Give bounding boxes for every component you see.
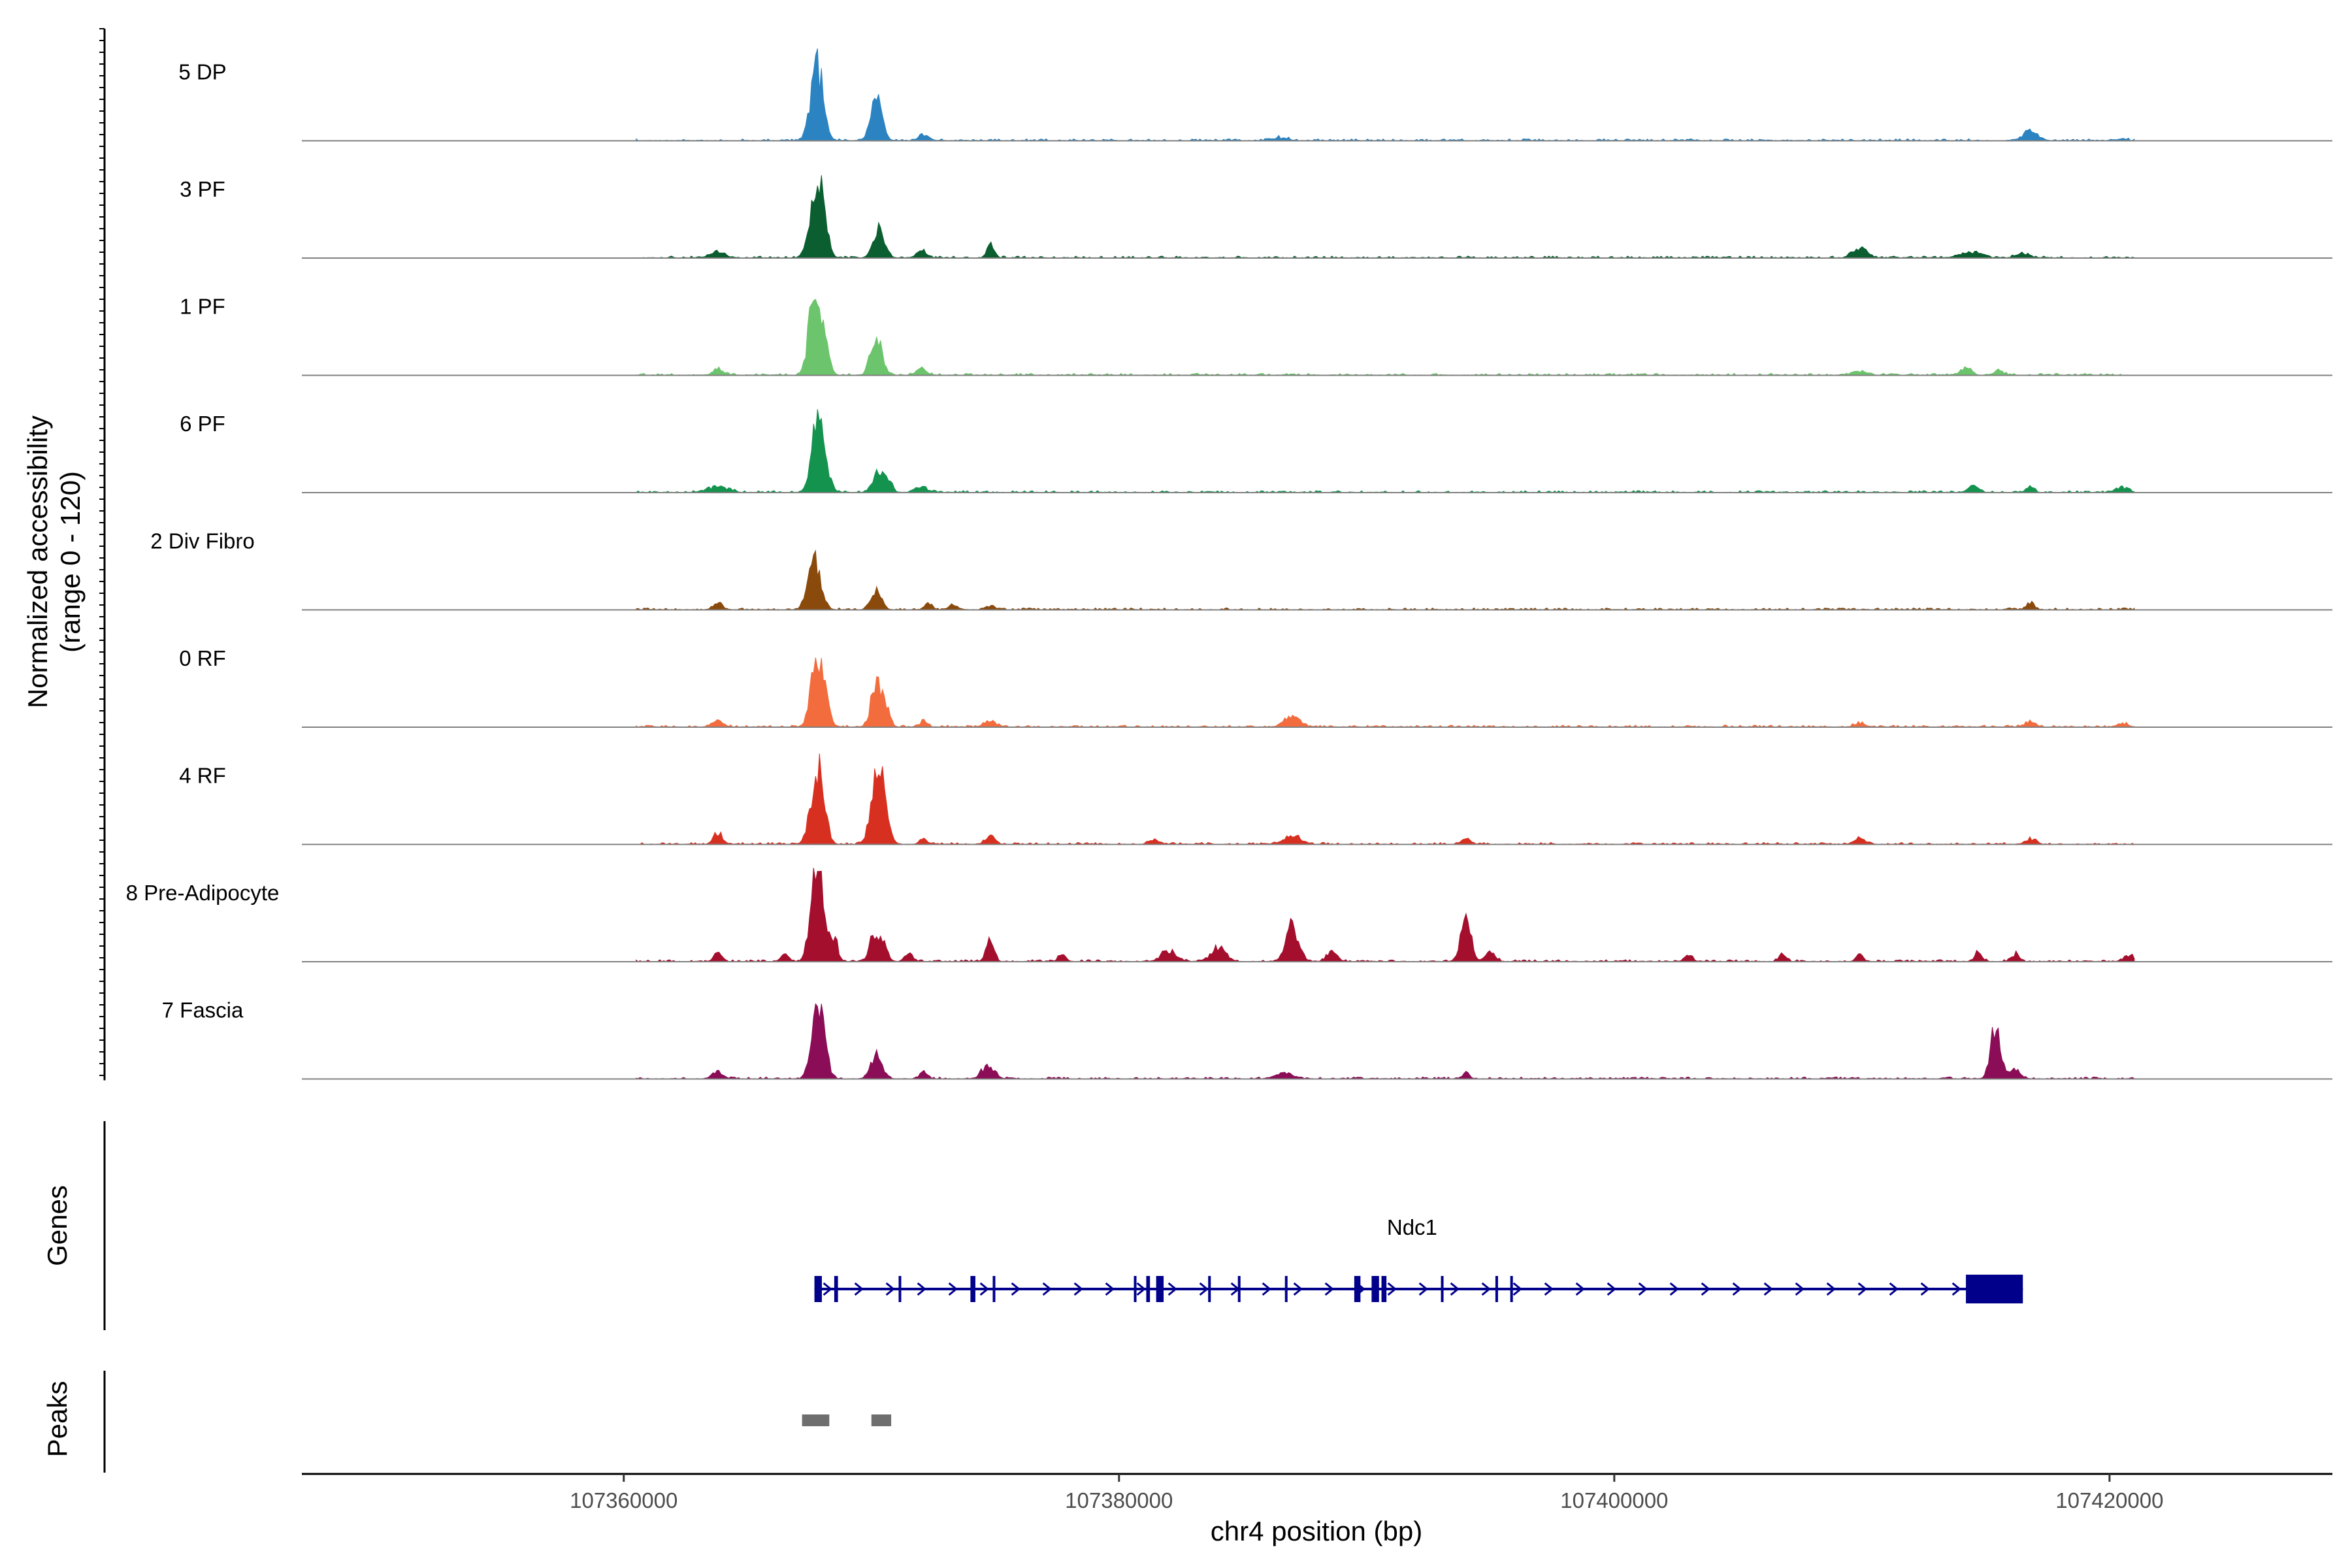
strand-arrow — [1168, 1282, 1177, 1296]
gene-exon — [898, 1276, 902, 1302]
gene-exon — [1284, 1276, 1288, 1302]
gene-exon — [834, 1276, 838, 1302]
strand-arrow — [1011, 1282, 1021, 1296]
track-3-pf: 3 PF — [180, 175, 2332, 259]
strand-arrow — [1795, 1282, 1805, 1296]
strand-arrow — [917, 1282, 926, 1296]
coverage-area — [636, 657, 2135, 728]
strand-arrow — [1732, 1282, 1742, 1296]
strand-arrow — [1418, 1282, 1428, 1296]
gene-exon — [970, 1276, 975, 1302]
x-tick-label: 107400000 — [1560, 1488, 1668, 1512]
gene-exon — [1354, 1276, 1361, 1302]
strand-arrow — [823, 1282, 832, 1296]
gene-exon — [1134, 1276, 1137, 1302]
strand-arrow — [1450, 1282, 1460, 1296]
track-label: 5 DP — [178, 60, 226, 84]
strand-arrow — [1638, 1282, 1648, 1296]
strand-arrow — [1136, 1282, 1146, 1296]
gene-exon — [1441, 1276, 1444, 1302]
strand-arrow — [1607, 1282, 1616, 1296]
track-0-rf: 0 RF — [179, 646, 2332, 728]
strand-arrow — [1387, 1282, 1397, 1296]
track-6-pf: 6 PF — [180, 409, 2332, 493]
track-4-rf: 4 RF — [179, 753, 2332, 845]
coverage-area — [636, 409, 2135, 493]
track-label: 1 PF — [180, 295, 225, 319]
peak-region — [802, 1414, 830, 1426]
strand-arrow — [1763, 1282, 1773, 1296]
gene-exon — [1495, 1276, 1498, 1302]
peaks-panel — [103, 1371, 892, 1473]
strand-arrow — [1575, 1282, 1585, 1296]
coverage-area — [636, 299, 2135, 376]
strand-arrow — [1042, 1282, 1052, 1296]
strand-arrow — [979, 1282, 989, 1296]
track-7-fascia: 7 Fascia — [162, 998, 2332, 1080]
strand-arrow — [1920, 1282, 1930, 1296]
coverage-area — [636, 1003, 2135, 1080]
strand-arrow — [1324, 1282, 1334, 1296]
strand-arrow — [1889, 1282, 1899, 1296]
track-2-div-fibro: 2 Div Fibro — [150, 529, 2332, 611]
strand-arrow — [1105, 1282, 1115, 1296]
x-axis-label: chr4 position (bp) — [1211, 1516, 1423, 1546]
peaks-panel-label: Peaks — [42, 1381, 73, 1458]
coverage-tracks: 5 DP 3 PF 1 PF 6 PF 2 Div Fibro 0 RF 4 RF 8 Pre… — [126, 48, 2332, 1080]
gene-exon — [814, 1276, 822, 1302]
strand-arrow — [1952, 1282, 1961, 1296]
coverage-area — [636, 175, 2135, 259]
strand-arrow — [1826, 1282, 1836, 1296]
y-axis — [99, 28, 106, 1081]
strand-arrow — [1073, 1282, 1083, 1296]
strand-arrow — [885, 1282, 895, 1296]
genes-panel-label: Genes — [42, 1185, 73, 1266]
track-label: 3 PF — [180, 177, 225, 201]
gene-exon — [1156, 1276, 1164, 1302]
x-axis: 107360000 107380000 107400000 107420000 — [302, 1473, 2332, 1512]
gene-exon — [1371, 1276, 1379, 1302]
strand-arrow — [948, 1282, 958, 1296]
track-1-pf: 1 PF — [180, 295, 2332, 376]
coverage-area — [636, 753, 2135, 845]
y-axis-label-line1: Normalized accessibility — [22, 416, 53, 708]
strand-arrow — [1701, 1282, 1710, 1296]
strand-arrow — [854, 1282, 864, 1296]
track-8-pre-adipocyte: 8 Pre-Adipocyte — [126, 868, 2332, 962]
coverage-area — [636, 549, 2135, 611]
strand-arrow — [1481, 1282, 1491, 1296]
track-label: 6 PF — [180, 412, 225, 436]
x-tick-label: 107380000 — [1065, 1488, 1173, 1512]
strand-arrow — [1262, 1282, 1271, 1296]
strand-arrow — [1512, 1282, 1522, 1296]
gene-exon — [992, 1276, 996, 1302]
x-tick-label: 107360000 — [570, 1488, 678, 1512]
strand-arrow — [1857, 1282, 1867, 1296]
track-5-dp: 5 DP — [178, 48, 2332, 142]
gene-exon — [1381, 1276, 1387, 1302]
strand-arrow — [1293, 1282, 1303, 1296]
gene-name-label: Ndc1 — [1387, 1215, 1437, 1239]
gene-exon — [1146, 1276, 1151, 1302]
strand-arrow — [1199, 1282, 1209, 1296]
y-axis-label-line2: (range 0 - 120) — [55, 471, 86, 653]
track-label: 2 Div Fibro — [150, 529, 255, 553]
x-tick-label: 107420000 — [2055, 1488, 2163, 1512]
peak-region — [871, 1414, 892, 1426]
genes-panel: Ndc1 — [103, 1121, 2023, 1330]
track-label: 4 RF — [179, 764, 226, 788]
track-label: 0 RF — [179, 646, 226, 670]
gene-exon — [1237, 1276, 1241, 1302]
gene-exon — [1208, 1276, 1211, 1302]
strand-arrow — [1544, 1282, 1554, 1296]
coverage-area — [636, 868, 2135, 962]
strand-arrow — [1669, 1282, 1679, 1296]
coverage-area — [636, 48, 2135, 142]
track-label: 8 Pre-Adipocyte — [126, 881, 280, 905]
track-label: 7 Fascia — [162, 998, 244, 1022]
gene-exon — [1966, 1275, 2023, 1303]
gene-exon — [1510, 1276, 1513, 1302]
